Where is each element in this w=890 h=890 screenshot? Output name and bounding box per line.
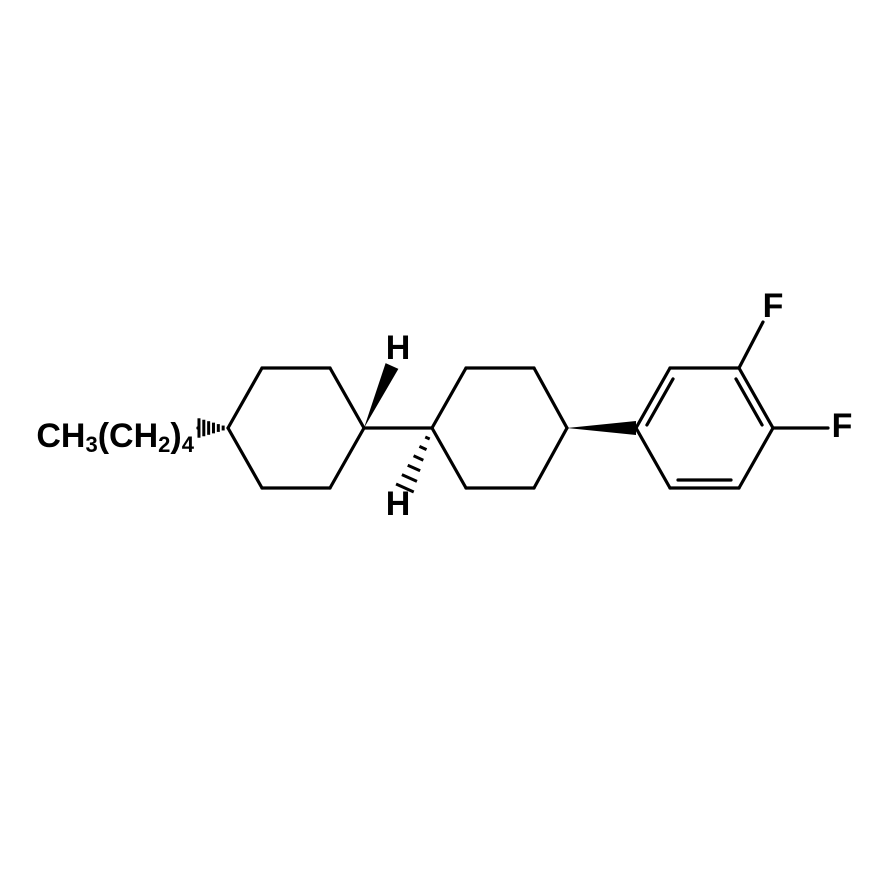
svg-text:CH3(CH2)4: CH3(CH2)4 [36, 417, 194, 457]
molecule-diagram: H H F F CH3(CH2)4 [0, 0, 890, 890]
svg-text:F: F [832, 407, 853, 445]
svg-text:H: H [386, 329, 411, 367]
svg-text:H: H [386, 485, 411, 523]
svg-text:F: F [763, 287, 784, 325]
